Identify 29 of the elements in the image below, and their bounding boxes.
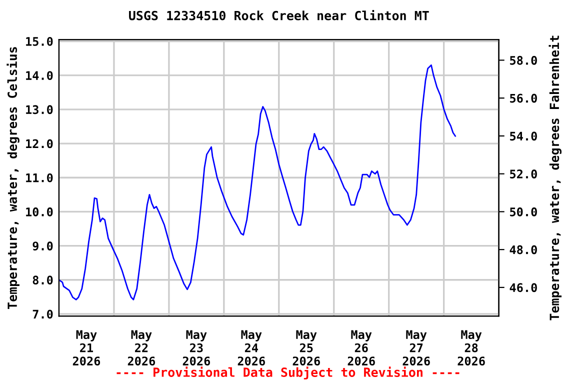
y-tick-label: 11.0 <box>26 173 53 182</box>
y2-tick-label: 48.0 <box>510 245 537 254</box>
x-tick-label: May 28 2026 <box>458 330 485 366</box>
y2-tick-label: 58.0 <box>510 56 537 65</box>
x-tick-label: May 24 2026 <box>238 330 265 366</box>
y2-tick-label: 54.0 <box>510 132 537 141</box>
y2-tick-label: 52.0 <box>510 170 537 178</box>
y-tick-label: 15.0 <box>26 36 53 46</box>
y-tick-label: 8.0 <box>32 276 53 285</box>
y-tick-label: 12.0 <box>26 139 53 148</box>
y-tick-label: 10.0 <box>26 207 53 216</box>
y2-tick-label: 46.0 <box>510 283 537 292</box>
y-tick-label: 7.0 <box>32 310 53 319</box>
y2-tick-label: 56.0 <box>510 94 537 103</box>
x-tick-label: May 23 2026 <box>182 330 210 366</box>
text: ---- Provisional Data Subject to Revision ---- <box>116 366 460 380</box>
y-tick-label: 14.0 <box>26 71 53 80</box>
x-tick-label: May 25 2026 <box>292 330 320 366</box>
y-axis-title: Temperature, water, degrees Celsius <box>6 47 20 309</box>
chart-title: USGS 12334510 Rock Creek near Clinton MT <box>129 10 429 20</box>
y-tick-label: 13.0 <box>26 105 53 114</box>
x-tick-label: May 22 2026 <box>128 330 156 366</box>
x-tick-label: May 21 2026 <box>72 330 100 366</box>
x-tick-label: May 26 2026 <box>348 330 375 366</box>
y-tick-label: 9.0 <box>32 242 53 251</box>
y2-tick-label: 50.0 <box>510 207 537 216</box>
y2-axis-title: Temperature, water, degrees Fahrenheit <box>548 36 562 320</box>
x-tick-label: May 27 2026 <box>402 330 430 366</box>
line-series <box>58 64 456 300</box>
